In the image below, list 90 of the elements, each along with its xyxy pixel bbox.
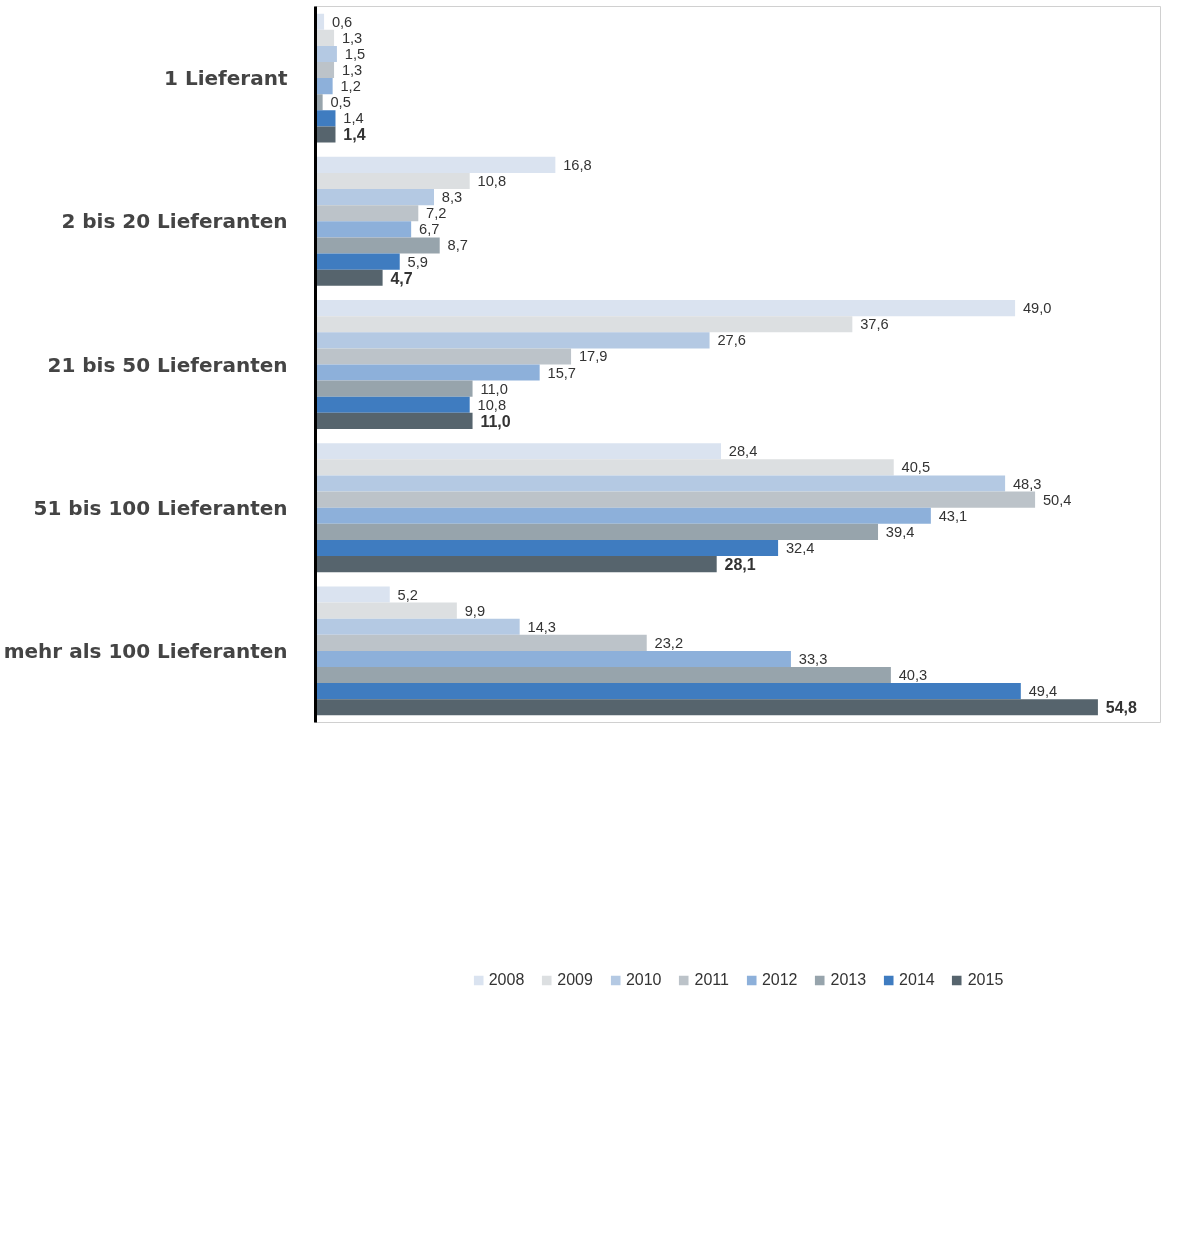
data-label: 9,9 (464, 602, 486, 619)
bar (315, 539, 779, 557)
data-label: 1,2 (340, 78, 361, 95)
bar (315, 45, 337, 62)
data-label: 0,6 (331, 13, 353, 30)
bar (315, 650, 791, 668)
data-label: 5,9 (407, 253, 428, 270)
data-label: 16,8 (563, 156, 592, 173)
bar (315, 364, 540, 381)
legend-label: 2011 (694, 971, 729, 989)
y-tick-label: 21 bis 50 Lieferanten (47, 352, 288, 377)
bar (315, 459, 894, 476)
bar (315, 300, 1016, 317)
data-label: 4,7 (390, 269, 413, 287)
data-label: 1,4 (343, 126, 366, 144)
data-label: 48,3 (1012, 475, 1042, 492)
y-tick-label: mehr als 100 Lieferanten (3, 638, 288, 663)
bar (315, 332, 710, 349)
data-label: 49,0 (1022, 300, 1052, 317)
data-label: 33,3 (798, 650, 828, 667)
bar (315, 61, 335, 79)
data-label: 28,1 (724, 556, 756, 574)
bar (315, 78, 333, 95)
data-label: 1,3 (341, 29, 363, 46)
bar (315, 172, 470, 190)
data-label: 43,1 (938, 507, 968, 524)
bar (315, 634, 647, 651)
bar (315, 523, 879, 540)
legend-label: 2009 (557, 971, 593, 989)
bar (315, 412, 473, 429)
data-label: 1,4 (343, 110, 364, 127)
bar (315, 205, 419, 222)
bar (315, 491, 1036, 508)
bar (315, 253, 400, 270)
data-label: 8,7 (447, 237, 468, 254)
data-label: 40,5 (901, 459, 931, 476)
bar (315, 475, 1006, 492)
bar (315, 189, 434, 206)
data-label: 40,3 (898, 667, 928, 684)
data-label: 6,7 (418, 221, 440, 238)
legend-label: 2014 (899, 971, 935, 989)
bar (315, 443, 721, 460)
bar (315, 699, 1098, 716)
bar (315, 348, 572, 365)
y-tick-label: 51 bis 100 Lieferanten (33, 495, 288, 520)
data-label: 0,5 (330, 94, 351, 111)
bar (315, 586, 390, 603)
data-label: 5,2 (397, 586, 418, 603)
bar (315, 507, 931, 524)
legend-label: 2008 (488, 971, 525, 989)
data-label: 15,7 (547, 364, 577, 381)
data-label: 50,4 (1042, 491, 1072, 508)
y-tick-label: 1 Lieferant (164, 66, 288, 91)
bar (315, 29, 335, 46)
data-label: 39,4 (885, 523, 915, 540)
bar (315, 316, 853, 333)
bar (315, 156, 556, 173)
data-label: 8,3 (441, 189, 463, 206)
legend-label: 2010 (625, 971, 662, 989)
bar (315, 683, 1021, 700)
bar (315, 618, 520, 635)
data-label: 32,4 (785, 539, 815, 556)
legend-label: 2012 (761, 971, 798, 989)
bar (315, 237, 440, 254)
data-label: 49,4 (1028, 683, 1058, 700)
data-label: 54,8 (1105, 699, 1137, 717)
legend-label: 2015 (967, 971, 1004, 989)
data-label: 27,6 (717, 332, 746, 349)
data-label: 28,4 (728, 443, 758, 460)
bar (315, 380, 473, 397)
data-label: 14,3 (527, 618, 557, 635)
data-label: 11,0 (480, 380, 508, 397)
data-label: 17,9 (578, 348, 608, 365)
data-label: 1,3 (341, 62, 363, 79)
data-label: 1,5 (344, 45, 366, 62)
data-label: 11,0 (480, 412, 511, 430)
bar (315, 556, 717, 573)
legend-label: 2013 (830, 971, 867, 989)
bar (315, 667, 891, 684)
data-label: 10,8 (477, 396, 507, 413)
bar (315, 602, 457, 619)
bar (315, 221, 412, 238)
data-label: 7,2 (426, 205, 447, 222)
bar (315, 269, 383, 286)
bar (315, 396, 470, 413)
bar (315, 126, 336, 143)
data-label: 37,6 (860, 316, 889, 333)
data-label: 10,8 (477, 173, 507, 190)
data-label: 23,2 (654, 634, 684, 651)
y-tick-label: 2 bis 20 Lieferanten (61, 209, 288, 234)
